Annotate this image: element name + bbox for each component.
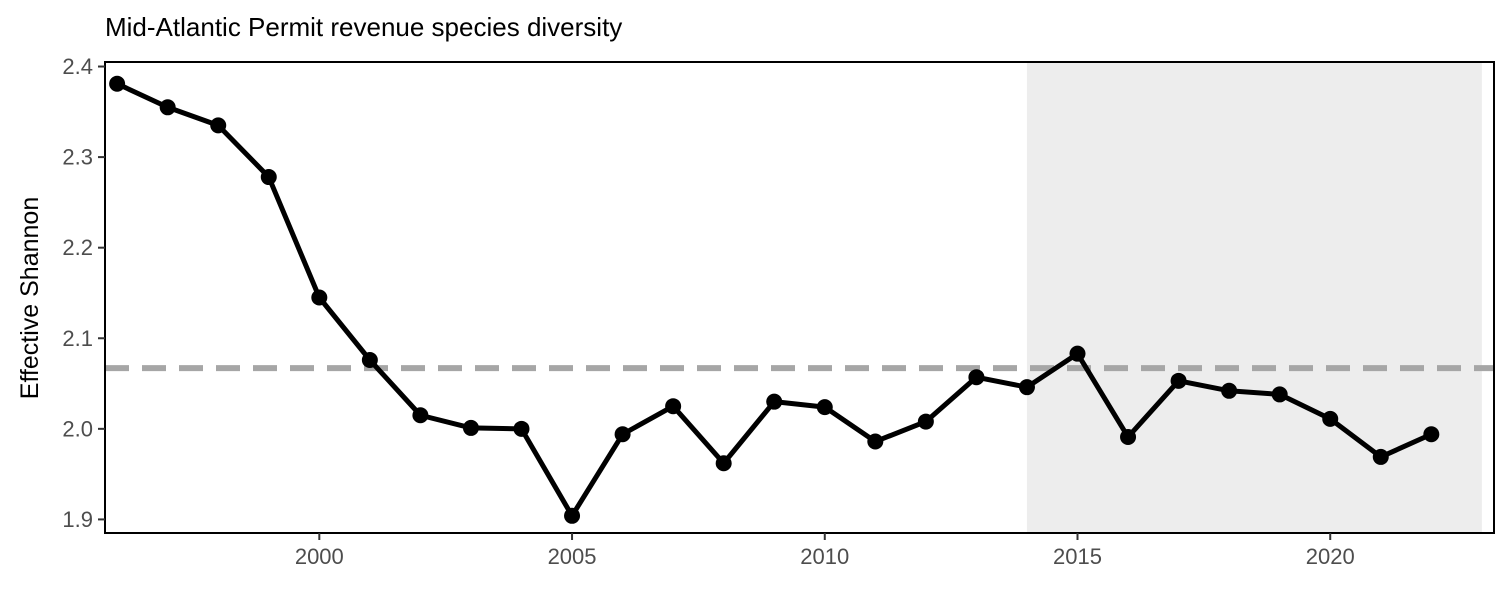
data-point <box>1221 382 1238 399</box>
data-point <box>665 398 682 415</box>
shaded-region <box>1026 62 1482 533</box>
x-tick-label: 2000 <box>295 544 344 569</box>
y-axis-title: Effective Shannon <box>16 197 44 399</box>
data-point <box>715 455 732 472</box>
x-tick-label: 2005 <box>548 544 597 569</box>
y-tick-label: 2.0 <box>62 416 93 441</box>
data-point <box>1170 372 1187 389</box>
data-point <box>210 117 227 134</box>
data-point <box>462 419 479 436</box>
data-point <box>816 399 833 416</box>
data-point <box>968 369 985 386</box>
data-point <box>412 407 429 424</box>
x-tick-label: 2015 <box>1053 544 1102 569</box>
shaded-region-layer <box>1026 62 1482 533</box>
x-tick-label: 2020 <box>1306 544 1355 569</box>
data-point <box>1120 428 1137 445</box>
data-point <box>1372 448 1389 465</box>
chart-title: Mid-Atlantic Permit revenue species dive… <box>105 12 622 42</box>
axes-layer: 1.9 2.0 2.1 2.2 2.3 2.4 2000 2005 2010 2015 2020 <box>62 54 1495 569</box>
data-point <box>564 507 581 524</box>
y-tick-label: 2.2 <box>62 235 93 260</box>
y-tick-label: 2.4 <box>62 54 93 79</box>
data-point <box>1271 386 1288 403</box>
y-tick-label: 1.9 <box>62 507 93 532</box>
y-tick-label: 2.3 <box>62 145 93 170</box>
data-point <box>1069 345 1086 362</box>
data-point <box>614 426 631 443</box>
y-tick-label: 2.1 <box>62 326 93 351</box>
plot-border <box>104 61 1495 534</box>
data-point <box>311 289 328 306</box>
data-point <box>1018 379 1035 396</box>
data-point <box>260 169 277 186</box>
data-point <box>1322 410 1339 427</box>
data-point <box>766 393 783 410</box>
data-point <box>109 75 126 92</box>
series-layer <box>109 75 1440 524</box>
data-point <box>1423 426 1440 443</box>
data-point <box>917 413 934 430</box>
x-tick-label: 2010 <box>800 544 849 569</box>
data-point <box>159 99 176 116</box>
data-point <box>867 433 884 450</box>
data-point <box>513 420 530 437</box>
data-point <box>361 351 378 368</box>
